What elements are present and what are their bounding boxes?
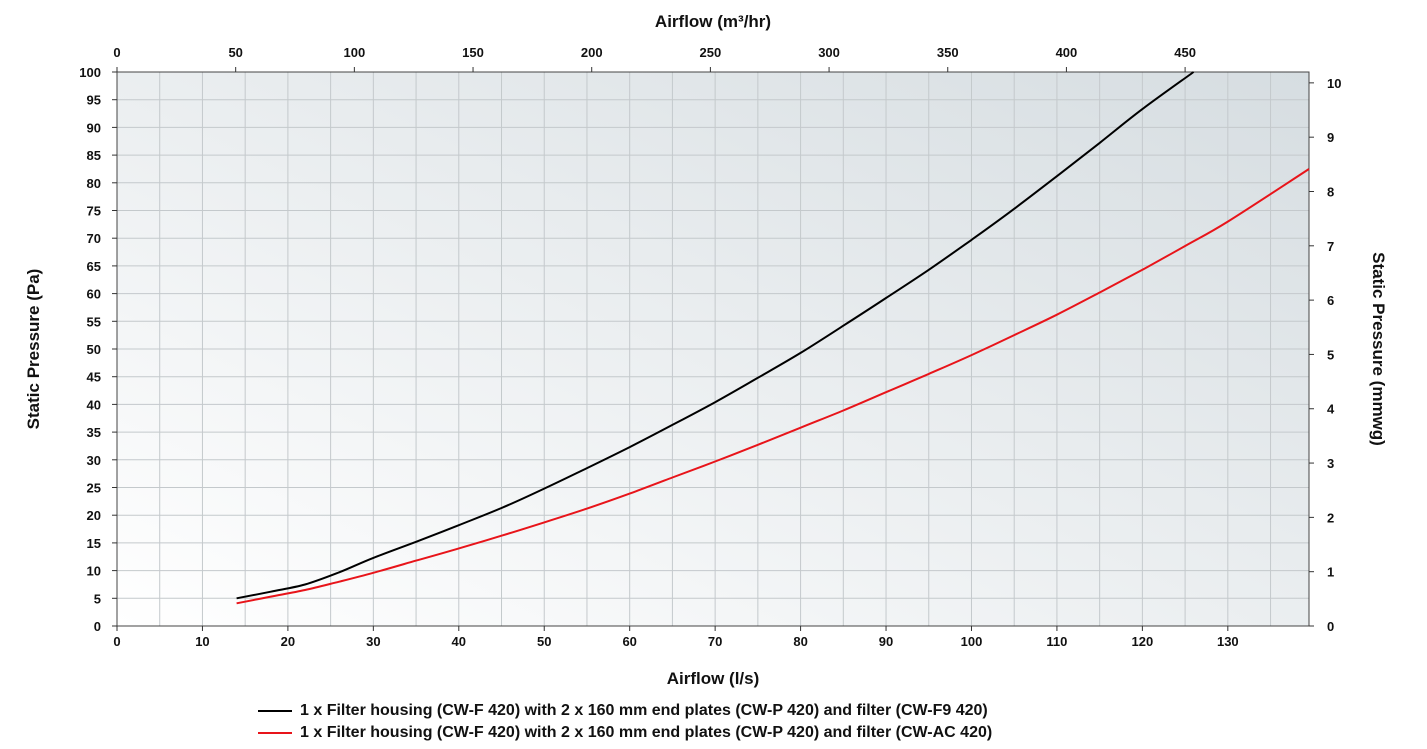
y-left-tick-label: 40 — [87, 397, 101, 412]
grid — [117, 71, 1309, 626]
y-left-tick-label: 25 — [87, 481, 101, 496]
x-top-axis-title: Airflow (m³/hr) — [655, 12, 771, 31]
y-right-tick-label: 8 — [1327, 184, 1334, 199]
y-right-tick-label: 9 — [1327, 130, 1334, 145]
x-bottom-axis-title: Airflow (l/s) — [667, 669, 760, 688]
y-left-tick-label: 85 — [87, 148, 101, 163]
x-bottom-tick-label: 130 — [1217, 634, 1239, 649]
x-top-tick-label: 300 — [818, 45, 840, 60]
y-left-tick-label: 55 — [87, 314, 101, 329]
x-bottom-tick-label: 60 — [622, 634, 636, 649]
y-left-tick-label: 0 — [94, 619, 101, 634]
y-right-tick-label: 0 — [1327, 619, 1334, 634]
x-bottom-tick-label: 120 — [1132, 634, 1154, 649]
y-left-tick-label: 5 — [94, 591, 101, 606]
y-left-tick-label: 75 — [87, 204, 101, 219]
y-right-tick-label: 5 — [1327, 347, 1334, 362]
y-left-tick-label: 60 — [87, 287, 101, 302]
legend-swatch-2 — [258, 732, 292, 734]
y-left-tick-label: 70 — [87, 231, 101, 246]
y-right-tick-label: 10 — [1327, 76, 1341, 91]
x-bottom-tick-label: 50 — [537, 634, 551, 649]
y-left-tick-label: 30 — [87, 453, 101, 468]
x-bottom-tick-label: 10 — [195, 634, 209, 649]
y-right-axis-title: Static Pressure (mmwg) — [1369, 252, 1388, 446]
x-bottom-tick-label: 90 — [879, 634, 893, 649]
y-right-tick-label: 2 — [1327, 510, 1334, 525]
y-right-tick-label: 3 — [1327, 456, 1334, 471]
y-left-tick-label: 100 — [79, 65, 101, 80]
x-top-tick-label: 50 — [228, 45, 242, 60]
x-top-tick-label: 100 — [344, 45, 366, 60]
y-left-tick-label: 45 — [87, 370, 101, 385]
x-top-tick-label: 150 — [462, 45, 484, 60]
y-left-tick-label: 10 — [87, 564, 101, 579]
legend-item-2: 1 x Filter housing (CW-F 420) with 2 x 1… — [258, 722, 992, 744]
y-left-tick-label: 50 — [87, 342, 101, 357]
x-bottom-tick-label: 100 — [961, 634, 983, 649]
series-group — [236, 71, 1310, 605]
y-left-tick-label: 15 — [87, 536, 101, 551]
x-top-tick-label: 400 — [1056, 45, 1078, 60]
x-top-tick-label: 0 — [113, 45, 120, 60]
y-left-axis-title: Static Pressure (Pa) — [24, 269, 43, 430]
y-left-tick-label: 65 — [87, 259, 101, 274]
legend-swatch-1 — [258, 710, 292, 712]
y-left-tick-label: 80 — [87, 176, 101, 191]
y-left-tick-label: 90 — [87, 120, 101, 135]
y-left-tick-label: 20 — [87, 508, 101, 523]
x-bottom-tick-label: 30 — [366, 634, 380, 649]
y-left-tick-label: 95 — [87, 93, 101, 108]
x-bottom-tick-label: 40 — [452, 634, 466, 649]
x-top-tick-label: 450 — [1174, 45, 1196, 60]
legend-label-1: 1 x Filter housing (CW-F 420) with 2 x 1… — [300, 702, 988, 719]
y-left-tick-label: 35 — [87, 425, 101, 440]
x-top-tick-label: 350 — [937, 45, 959, 60]
y-right-tick-label: 7 — [1327, 239, 1334, 254]
x-top-tick-label: 200 — [581, 45, 603, 60]
legend-label-2: 1 x Filter housing (CW-F 420) with 2 x 1… — [300, 724, 993, 741]
y-right-tick-label: 6 — [1327, 293, 1334, 308]
x-bottom-tick-label: 80 — [793, 634, 807, 649]
x-bottom-tick-label: 110 — [1046, 634, 1067, 649]
y-right-tick-label: 4 — [1327, 402, 1335, 417]
legend-item-1: 1 x Filter housing (CW-F 420) with 2 x 1… — [258, 700, 992, 722]
series-line-1 — [236, 71, 1195, 600]
legend: 1 x Filter housing (CW-F 420) with 2 x 1… — [258, 700, 992, 744]
x-bottom-tick-label: 0 — [113, 634, 120, 649]
x-top-tick-label: 250 — [700, 45, 722, 60]
x-bottom-tick-label: 20 — [281, 634, 295, 649]
y-right-tick-label: 1 — [1327, 565, 1334, 580]
series-line-2 — [236, 168, 1310, 605]
x-bottom-tick-label: 70 — [708, 634, 722, 649]
